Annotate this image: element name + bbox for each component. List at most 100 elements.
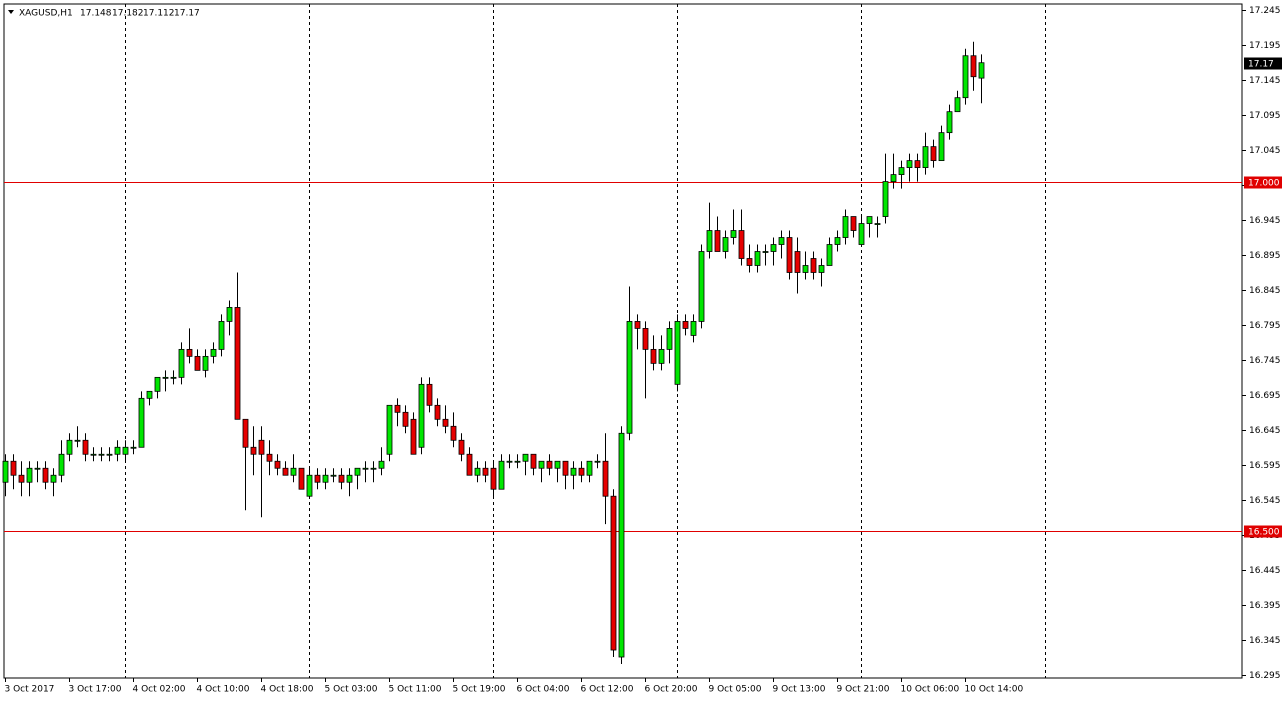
candle-body (314, 474, 321, 483)
menu-arrow (8, 10, 14, 14)
candle-body (594, 460, 601, 463)
candle-body (650, 348, 657, 364)
candle-body (82, 439, 89, 455)
candle-body (570, 467, 577, 476)
candle-body (242, 418, 249, 448)
candle-body (354, 467, 361, 476)
candle-body (466, 453, 473, 476)
candle-body (146, 390, 153, 399)
horizontal-line-tag (1244, 525, 1282, 538)
y-tick-label: 16.895 (1249, 251, 1281, 261)
candle-body (730, 230, 737, 238)
x-tick-label: 9 Oct 13:00 (773, 685, 826, 695)
candle-body (202, 355, 209, 371)
candle-body (154, 376, 161, 392)
candle-body (434, 404, 441, 420)
candle-body (122, 446, 129, 455)
candle-body (210, 348, 217, 357)
candle-body (266, 453, 273, 462)
y-tick-label: 16.395 (1249, 601, 1281, 611)
candle-body (186, 348, 193, 357)
candle-body (66, 439, 73, 455)
y-tick-label: 16.445 (1249, 566, 1281, 576)
candle-body (418, 383, 425, 448)
candle-body (346, 474, 353, 483)
x-tick-label: 4 Oct 02:00 (133, 685, 186, 695)
candle-body (138, 397, 145, 448)
candle-body (506, 460, 513, 463)
candle-body (378, 460, 385, 469)
y-tick-label: 17.145 (1249, 76, 1281, 86)
candle-body (130, 446, 137, 449)
candle-body (578, 467, 585, 476)
candle-body (490, 467, 497, 490)
candle-body (386, 404, 393, 455)
candle-body (714, 230, 721, 252)
candle-body (874, 223, 881, 225)
candle-body (890, 174, 897, 182)
candle-body (58, 453, 65, 476)
x-tick-label: 10 Oct 14:00 (965, 685, 1024, 695)
x-tick-label: 6 Oct 04:00 (517, 685, 570, 695)
candle-body (34, 467, 41, 470)
candle-body (282, 467, 289, 476)
y-tick-label: 16.645 (1249, 426, 1281, 436)
candle-body (914, 160, 921, 169)
candle-body (538, 460, 545, 469)
candle-body (274, 460, 281, 469)
candle-body (610, 495, 617, 651)
candle-body (90, 453, 97, 456)
candle-body (306, 474, 313, 497)
candle-body (258, 439, 265, 455)
candle-body (458, 439, 465, 455)
candle-body (18, 474, 25, 483)
candle-body (962, 55, 969, 99)
x-tick-label: 5 Oct 11:00 (389, 685, 442, 695)
x-tick-label: 6 Oct 20:00 (645, 685, 698, 695)
candle-body (666, 328, 673, 350)
price-tag (1244, 57, 1282, 70)
y-tick-label: 16.295 (1249, 671, 1281, 681)
candle-body (754, 251, 761, 266)
candle-body (322, 474, 329, 483)
candle-body (770, 244, 777, 252)
candle-body (618, 432, 625, 658)
candle-body (946, 111, 953, 134)
candle-body (98, 453, 105, 456)
candle-body (170, 376, 177, 379)
x-tick-label: 10 Oct 06:00 (901, 685, 960, 695)
x-tick-label: 5 Oct 19:00 (453, 685, 506, 695)
y-tick-label: 16.745 (1249, 356, 1281, 366)
horizontal-line-label: 16.500 (1248, 528, 1280, 538)
candle-body (722, 237, 729, 252)
candle-body (162, 376, 169, 379)
x-tick-label: 5 Oct 03:00 (325, 685, 378, 695)
candle-body (706, 230, 713, 252)
x-tick-label: 4 Oct 18:00 (261, 685, 314, 695)
candle-body (802, 265, 809, 273)
candle-body (642, 328, 649, 350)
candle-body (370, 467, 377, 470)
candle-body (698, 251, 705, 322)
candle-body (930, 146, 937, 162)
y-tick-label: 17.195 (1249, 41, 1281, 51)
y-tick-label: 16.845 (1249, 286, 1281, 296)
header-open: 17.148 (80, 9, 112, 19)
y-tick-label: 16.545 (1249, 496, 1281, 506)
candle-body (794, 251, 801, 273)
candle-body (810, 258, 817, 273)
header-low: 17.112 (143, 9, 175, 19)
candle-body (682, 321, 689, 329)
price-tag-label: 17.17 (1248, 60, 1274, 70)
candle-body (546, 460, 553, 469)
candle-body (178, 348, 185, 378)
candle-body (218, 321, 225, 350)
candle-body (882, 181, 889, 217)
candle-body (450, 425, 457, 441)
candle-body (866, 216, 873, 224)
horizontal-line-label: 17.000 (1248, 179, 1280, 189)
candle-body (234, 307, 241, 420)
candle-body (194, 355, 201, 371)
candle-body (114, 446, 121, 455)
